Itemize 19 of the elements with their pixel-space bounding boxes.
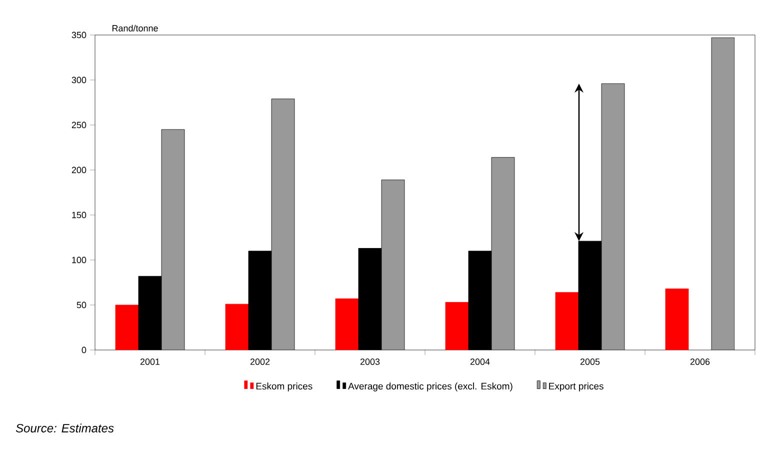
y-tick-label: 50 (76, 302, 86, 308)
source-note: Source: Estimates (16, 424, 114, 432)
legend-label: Average domestic prices (excl. Eskom) (348, 382, 512, 392)
y-tick-label: 0 (82, 346, 86, 354)
x-tick-label: 2003 (360, 358, 380, 365)
x-tick-label: 2005 (580, 358, 600, 365)
x-tick-label: 2006 (690, 358, 710, 365)
legend-label: Eskom prices (256, 382, 312, 392)
x-tick-label: 2001 (140, 358, 160, 365)
y-tick-label: 300 (72, 76, 86, 84)
x-tick-label: 2004 (470, 358, 490, 365)
y-tick-label: 150 (72, 212, 86, 218)
y-tick-label: 200 (72, 166, 86, 174)
y-tick-label: 350 (72, 32, 86, 38)
y-axis-title: Rand/tonne (112, 24, 158, 32)
y-tick-label: 250 (72, 122, 86, 128)
legend-label: Export prices (549, 382, 604, 392)
y-tick-label: 100 (72, 256, 86, 264)
x-tick-label: 2002 (250, 358, 270, 365)
